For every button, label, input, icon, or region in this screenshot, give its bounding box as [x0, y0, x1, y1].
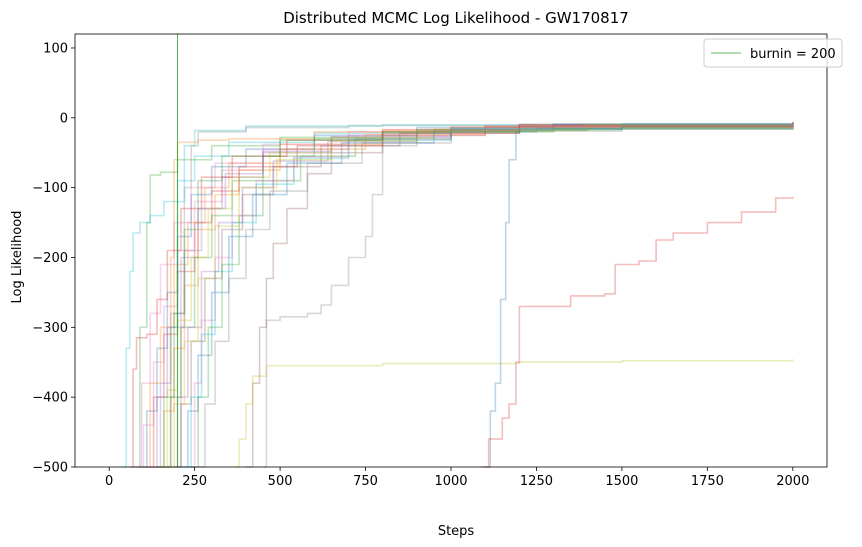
y-tick-label: 100 — [43, 41, 68, 56]
series-line — [245, 123, 794, 468]
x-tick-label: 250 — [182, 474, 207, 489]
series-line — [139, 122, 794, 468]
series-line — [198, 123, 794, 468]
x-tick-label: 2000 — [776, 474, 809, 489]
chart-title: Distributed MCMC Log Likelihood - GW1708… — [283, 9, 629, 27]
y-tick-label: −400 — [32, 391, 68, 406]
y-tick-label: 0 — [60, 111, 68, 126]
series-line — [122, 124, 794, 468]
series-line — [157, 128, 794, 468]
series-line — [481, 196, 794, 468]
x-tick-label: 1000 — [434, 474, 467, 489]
series-line — [136, 122, 794, 468]
series-line — [174, 123, 794, 468]
series-line — [191, 126, 794, 468]
series-line — [177, 123, 794, 468]
series-line — [485, 124, 794, 468]
series-line — [181, 122, 794, 468]
series-line — [150, 122, 794, 468]
y-tick-label: −100 — [32, 181, 68, 196]
x-tick-label: 750 — [353, 474, 378, 489]
series-line — [146, 123, 794, 468]
series-line — [143, 122, 794, 468]
legend-frame — [703, 38, 843, 68]
x-tick-label: 1250 — [520, 474, 553, 489]
series-line — [139, 123, 794, 468]
x-axis: 0 250 500 750 1000 1250 1500 1750 2000 — [105, 467, 809, 489]
series-line — [129, 122, 794, 468]
series-line — [263, 124, 794, 468]
y-tick-label: −300 — [32, 321, 68, 336]
series-line — [184, 123, 794, 468]
series-layer — [122, 122, 794, 468]
legend: burnin = 200 — [703, 38, 843, 68]
series-line — [187, 124, 794, 468]
series-line — [235, 359, 794, 468]
x-axis-label: Steps — [438, 524, 475, 539]
x-tick-label: 500 — [268, 474, 293, 489]
series-line — [167, 124, 794, 468]
legend-label: burnin = 200 — [750, 47, 836, 62]
series-line — [157, 122, 794, 468]
y-tick-label: −500 — [32, 461, 68, 476]
series-line — [163, 123, 794, 468]
y-tick-label: −200 — [32, 251, 68, 266]
series-line — [167, 122, 794, 468]
series-line — [163, 123, 794, 468]
x-tick-label: 1750 — [691, 474, 724, 489]
series-line — [170, 122, 794, 468]
x-tick-label: 1500 — [605, 474, 638, 489]
series-line — [153, 122, 794, 468]
x-tick-label: 0 — [105, 474, 113, 489]
y-axis-label: Log Likelihood — [10, 211, 25, 304]
y-axis: 100 0 −100 −200 −300 −400 −500 — [32, 41, 75, 476]
